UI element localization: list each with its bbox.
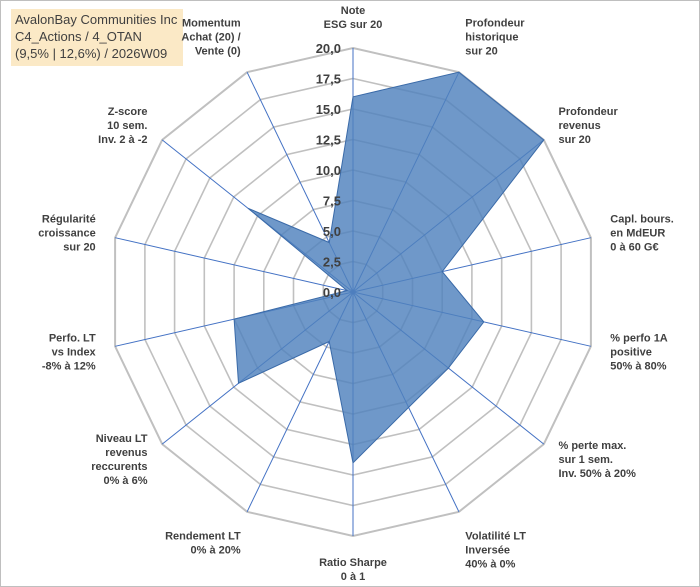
axis-label: Niveau LT revenus reccurents 0% à 6%: [91, 433, 148, 487]
tick-label: 7,5: [323, 194, 341, 209]
tick-label: 2,5: [323, 255, 341, 270]
axis-label: Z-score 10 sem. Inv. 2 à -2: [98, 106, 147, 146]
axis-label: Rendement LT 0% à 20%: [165, 531, 241, 557]
data-point: [346, 289, 349, 292]
tick-label: 0,0: [323, 285, 341, 300]
data-point: [447, 367, 450, 370]
data-point: [542, 138, 545, 141]
tick-label: 20,0: [316, 41, 341, 56]
data-point: [237, 382, 240, 385]
axis-label: Profondeur revenus sur 20: [559, 106, 619, 146]
axis-label: Régularité croissance sur 20: [38, 213, 95, 253]
tick-label: 17,5: [316, 72, 341, 87]
data-point: [352, 461, 355, 464]
axis-label: Note ESG sur 20: [324, 5, 383, 31]
period-info: (9,5% | 12,6%) / 2026W09: [15, 46, 168, 61]
data-point: [457, 71, 460, 74]
axis-label: Perfo. LT vs Index -8% à 12%: [42, 333, 97, 373]
data-point: [482, 320, 485, 323]
axis-label: % perfo 1A positive 50% à 80%: [610, 333, 668, 373]
chart-title-box: AvalonBay Communities Inc C4_Actions / 4…: [11, 9, 184, 66]
tick-label: 10,0: [316, 163, 341, 178]
axis-label: Profondeur historique sur 20: [465, 18, 525, 58]
portfolio-path: C4_Actions / 4_OTAN: [15, 29, 142, 44]
axis-label: Momentum Achat (20) / Vente (0): [181, 18, 241, 58]
data-point: [328, 241, 331, 244]
data-point: [328, 340, 331, 343]
data-point: [441, 270, 444, 273]
axis-label: Ratio Sharpe 0 à 1: [319, 557, 387, 583]
data-series-area: [233, 71, 545, 464]
axis-label: % perte max. sur 1 sem. Inv. 50% à 20%: [559, 440, 637, 480]
data-point: [352, 95, 355, 98]
data-point: [407, 406, 410, 409]
axis-label: Capl. bours. en MdEUR 0 à 60 G€: [610, 213, 674, 253]
company-name: AvalonBay Communities Inc: [15, 12, 178, 27]
axis-spoke: [114, 237, 354, 293]
tick-label: 5,0: [323, 224, 341, 239]
axis-label: Volatilité LT Inversée 40% à 0%: [465, 531, 526, 571]
tick-label: 15,0: [316, 102, 341, 117]
tick-label: 12,5: [316, 133, 341, 148]
data-point: [247, 207, 250, 210]
data-point: [233, 318, 236, 321]
